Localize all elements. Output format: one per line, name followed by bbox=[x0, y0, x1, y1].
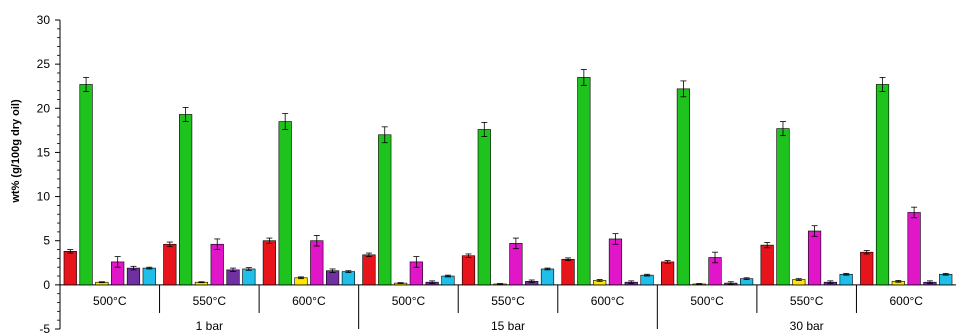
axes bbox=[55, 19, 956, 330]
bar bbox=[907, 212, 921, 286]
y-tick-label: 20 bbox=[37, 101, 51, 115]
y-tick-label: 30 bbox=[37, 13, 51, 27]
pressure-group-label: 15 bar bbox=[491, 319, 525, 333]
bar bbox=[378, 134, 392, 286]
bar bbox=[661, 261, 675, 286]
bar bbox=[640, 274, 654, 286]
bar bbox=[79, 84, 93, 286]
bar bbox=[179, 114, 193, 286]
x-tick-label: 550°C bbox=[491, 294, 525, 308]
bar bbox=[163, 243, 177, 286]
bar bbox=[262, 240, 276, 286]
bar bbox=[341, 271, 355, 286]
x-tick-label: 500°C bbox=[690, 294, 724, 308]
axis-labels: -5 0 5 10 15 20 25 30 500°C 550°C 600°C 500°C 550°C 6… bbox=[37, 13, 924, 333]
bar bbox=[226, 269, 240, 286]
x-tick-label: 500°C bbox=[93, 294, 127, 308]
bar bbox=[875, 84, 890, 286]
bar bbox=[939, 273, 953, 286]
y-axis-title: wt% (g/100g dry oil) bbox=[10, 99, 22, 204]
y-tick-label: 25 bbox=[37, 57, 51, 71]
bar bbox=[776, 128, 790, 286]
y-tick-label: 15 bbox=[37, 145, 51, 159]
pressure-group-label: 1 bar bbox=[196, 319, 223, 333]
bar bbox=[540, 268, 555, 286]
bar bbox=[210, 243, 224, 286]
bar bbox=[126, 267, 141, 286]
x-tick-label: 600°C bbox=[591, 294, 625, 308]
bar bbox=[807, 230, 822, 286]
y-tick-label: 10 bbox=[37, 190, 51, 204]
bar bbox=[839, 273, 853, 286]
y-tick-label: 0 bbox=[43, 278, 50, 292]
bar bbox=[278, 121, 292, 286]
x-tick-label: 600°C bbox=[889, 294, 923, 308]
pressure-group-label: 30 bar bbox=[790, 319, 824, 333]
x-tick-label: 500°C bbox=[392, 294, 426, 308]
x-tick-label: 550°C bbox=[790, 294, 824, 308]
bar bbox=[441, 275, 455, 286]
bar bbox=[477, 129, 491, 286]
bar bbox=[362, 254, 376, 286]
y-tick-label: 5 bbox=[43, 234, 50, 248]
bar bbox=[608, 238, 623, 286]
bar-series bbox=[63, 69, 953, 286]
bar bbox=[577, 77, 591, 286]
bar bbox=[760, 244, 774, 286]
bar bbox=[461, 255, 476, 286]
bar bbox=[509, 243, 523, 286]
bar bbox=[676, 88, 691, 286]
bar bbox=[860, 251, 874, 286]
bar bbox=[142, 267, 156, 286]
x-tick-label: 600°C bbox=[292, 294, 326, 308]
bar bbox=[310, 240, 324, 286]
bar bbox=[63, 251, 77, 286]
bar bbox=[561, 258, 575, 286]
x-tick-label: 550°C bbox=[193, 294, 227, 308]
bar bbox=[242, 268, 256, 286]
y-tick-label: -5 bbox=[39, 322, 50, 333]
